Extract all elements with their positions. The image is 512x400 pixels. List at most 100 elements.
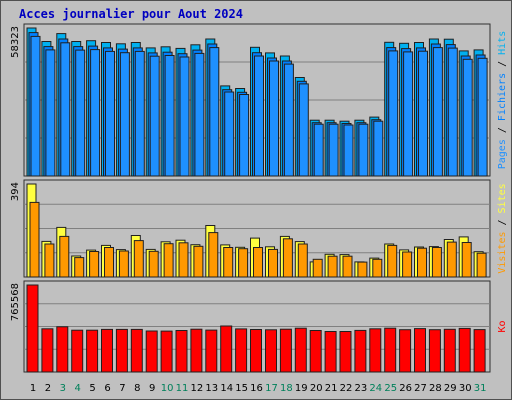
pages-bar — [358, 123, 369, 177]
pages-bar — [164, 55, 175, 177]
legend-sites: Sites — [497, 183, 508, 213]
day-tick-label: 25 — [384, 383, 397, 394]
day-tick-label: 29 — [444, 383, 457, 394]
kb-bar — [428, 329, 441, 373]
day-tick-label: 8 — [134, 383, 140, 394]
kb-bar — [145, 330, 158, 373]
day-tick-label: 20 — [310, 383, 323, 394]
sites-bar — [476, 252, 487, 278]
pages-bar — [313, 123, 324, 177]
pages-bar — [75, 49, 86, 177]
pages-bar — [149, 55, 160, 177]
day-tick-label: 10 — [161, 383, 174, 394]
legend-separator: / — [497, 55, 508, 73]
sites-bar — [29, 201, 40, 278]
volume-ymax-label: 765568 — [10, 283, 21, 321]
day-tick-label: 21 — [325, 383, 338, 394]
sites-bar — [327, 255, 338, 278]
legend-hits: Hits — [497, 31, 508, 55]
pages-bar — [134, 50, 145, 177]
pages-bar — [224, 91, 235, 177]
day-tick-label: 31 — [474, 383, 487, 394]
day-tick-label: 23 — [355, 383, 368, 394]
sites-bar — [133, 240, 144, 278]
pages-bar — [388, 50, 399, 177]
sites-bar — [118, 250, 129, 278]
legend-pages: Pages — [497, 139, 508, 169]
kb-bar — [399, 329, 412, 373]
pages-bar — [209, 47, 220, 177]
volume-legend: Ko — [497, 320, 508, 332]
pages-bar — [343, 124, 354, 177]
kb-bar — [279, 328, 292, 373]
pages-bar — [30, 35, 41, 177]
sites-bar — [74, 257, 85, 278]
day-tick-label: 3 — [60, 383, 66, 394]
sites-bar — [417, 247, 427, 278]
traffic-legend: Pages / Fichiers / Hits — [497, 31, 508, 170]
kb-bar — [71, 329, 84, 373]
pages-bar — [254, 55, 264, 177]
day-tick-label: 15 — [235, 383, 248, 394]
day-tick-label: 5 — [89, 383, 95, 394]
day-tick-label: 19 — [295, 383, 308, 394]
pages-bar — [477, 57, 488, 177]
kb-bar — [86, 329, 99, 373]
kb-bar — [41, 328, 54, 373]
sites-bar — [461, 242, 472, 278]
legend-fichiers: Fichiers — [497, 73, 508, 121]
day-tick-label: 14 — [220, 383, 233, 394]
sites-bar — [446, 241, 457, 278]
kb-bar — [56, 326, 69, 373]
sites-bar — [387, 244, 398, 278]
kb-bar — [458, 327, 471, 373]
visitors-ymax-label: 394 — [10, 182, 21, 201]
pages-bar — [105, 50, 115, 177]
day-tick-label: 28 — [429, 383, 442, 394]
kb-bar — [26, 284, 39, 373]
kb-bar — [294, 327, 307, 373]
kb-bar — [384, 327, 397, 373]
day-tick-label: 24 — [369, 383, 382, 394]
pages-bar — [45, 49, 56, 177]
sites-bar — [342, 255, 353, 278]
kb-bar — [324, 331, 337, 373]
pages-bar — [239, 94, 250, 177]
legend-ko: Ko — [497, 320, 508, 332]
day-tick-label: 27 — [414, 383, 427, 394]
kb-bar — [265, 329, 277, 373]
kb-bar — [339, 331, 352, 373]
visitors-legend: Visites / Sites — [497, 183, 508, 273]
pages-bar — [179, 56, 190, 177]
day-tick-label: 2 — [45, 383, 51, 394]
sites-bar — [44, 243, 55, 278]
sites-bar — [223, 247, 234, 278]
day-tick-label: 26 — [399, 383, 412, 394]
sites-bar — [193, 245, 204, 278]
pages-bar — [269, 60, 279, 177]
pages-bar — [283, 63, 294, 177]
sites-bar — [104, 247, 114, 278]
kb-bar — [190, 328, 203, 373]
sites-bar — [372, 258, 383, 278]
kb-bar — [473, 329, 486, 373]
sites-bar — [297, 243, 308, 278]
pages-bar — [298, 83, 309, 177]
kb-bar — [175, 330, 188, 373]
sites-bar — [238, 248, 249, 278]
sites-bar — [208, 232, 219, 278]
sites-bar — [89, 251, 100, 278]
pages-bar — [90, 49, 101, 177]
pages-bar — [328, 123, 339, 177]
day-tick-label: 9 — [149, 383, 155, 394]
sites-bar — [163, 243, 174, 278]
day-tick-label: 4 — [75, 383, 81, 394]
sites-bar — [59, 235, 70, 278]
kb-bar — [309, 330, 322, 373]
sites-bar — [282, 238, 293, 278]
day-tick-label: 13 — [205, 383, 218, 394]
kb-bar — [101, 328, 113, 373]
day-tick-label: 12 — [191, 383, 204, 394]
kb-bar — [250, 329, 262, 373]
